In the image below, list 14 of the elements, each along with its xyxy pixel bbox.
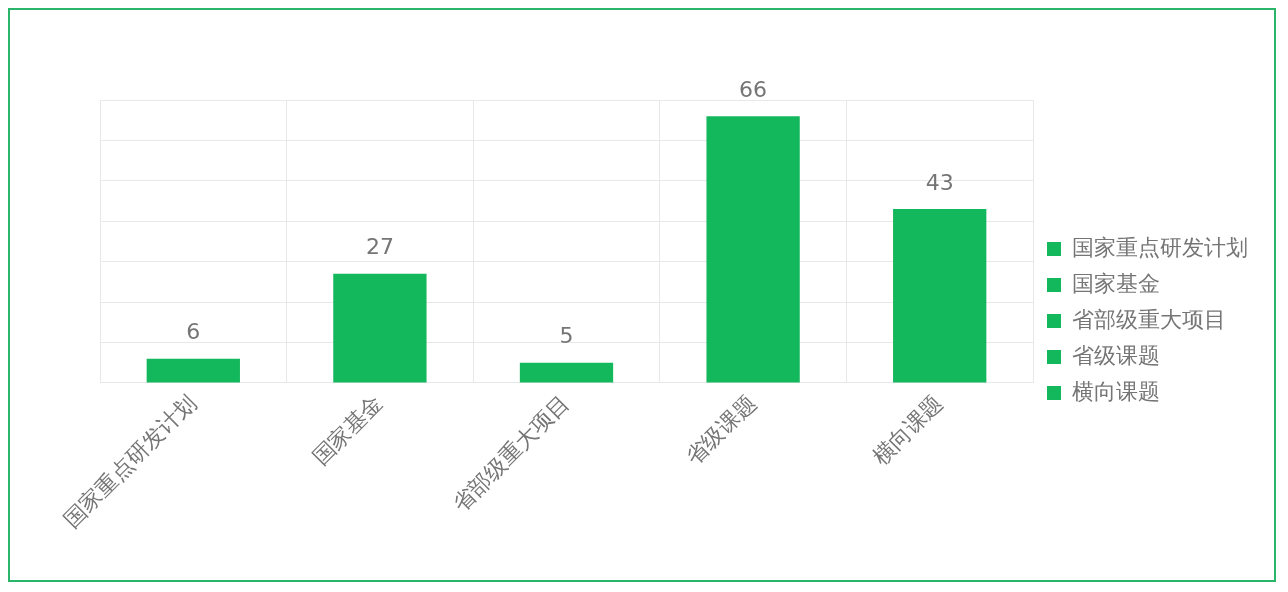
x-tick-label: 国家重点研发计划: [58, 390, 201, 533]
x-tick-label: 国家基金: [307, 390, 388, 471]
data-label: 43: [925, 169, 954, 195]
legend-label: 省部级重大项目: [1072, 306, 1226, 332]
legend-label: 国家基金: [1072, 270, 1160, 296]
legend-label: 省级课题: [1072, 342, 1160, 368]
data-label: 5: [559, 323, 574, 349]
x-tick-label: 省级课题: [680, 390, 761, 471]
data-label: 27: [365, 234, 394, 260]
data-label: 66: [739, 76, 768, 102]
x-tick-label: 省部级重大项目: [447, 390, 575, 517]
x-tick-label: 横向课题: [867, 390, 948, 471]
data-label: 6: [186, 319, 201, 345]
legend-label: 国家重点研发计划: [1072, 234, 1248, 260]
